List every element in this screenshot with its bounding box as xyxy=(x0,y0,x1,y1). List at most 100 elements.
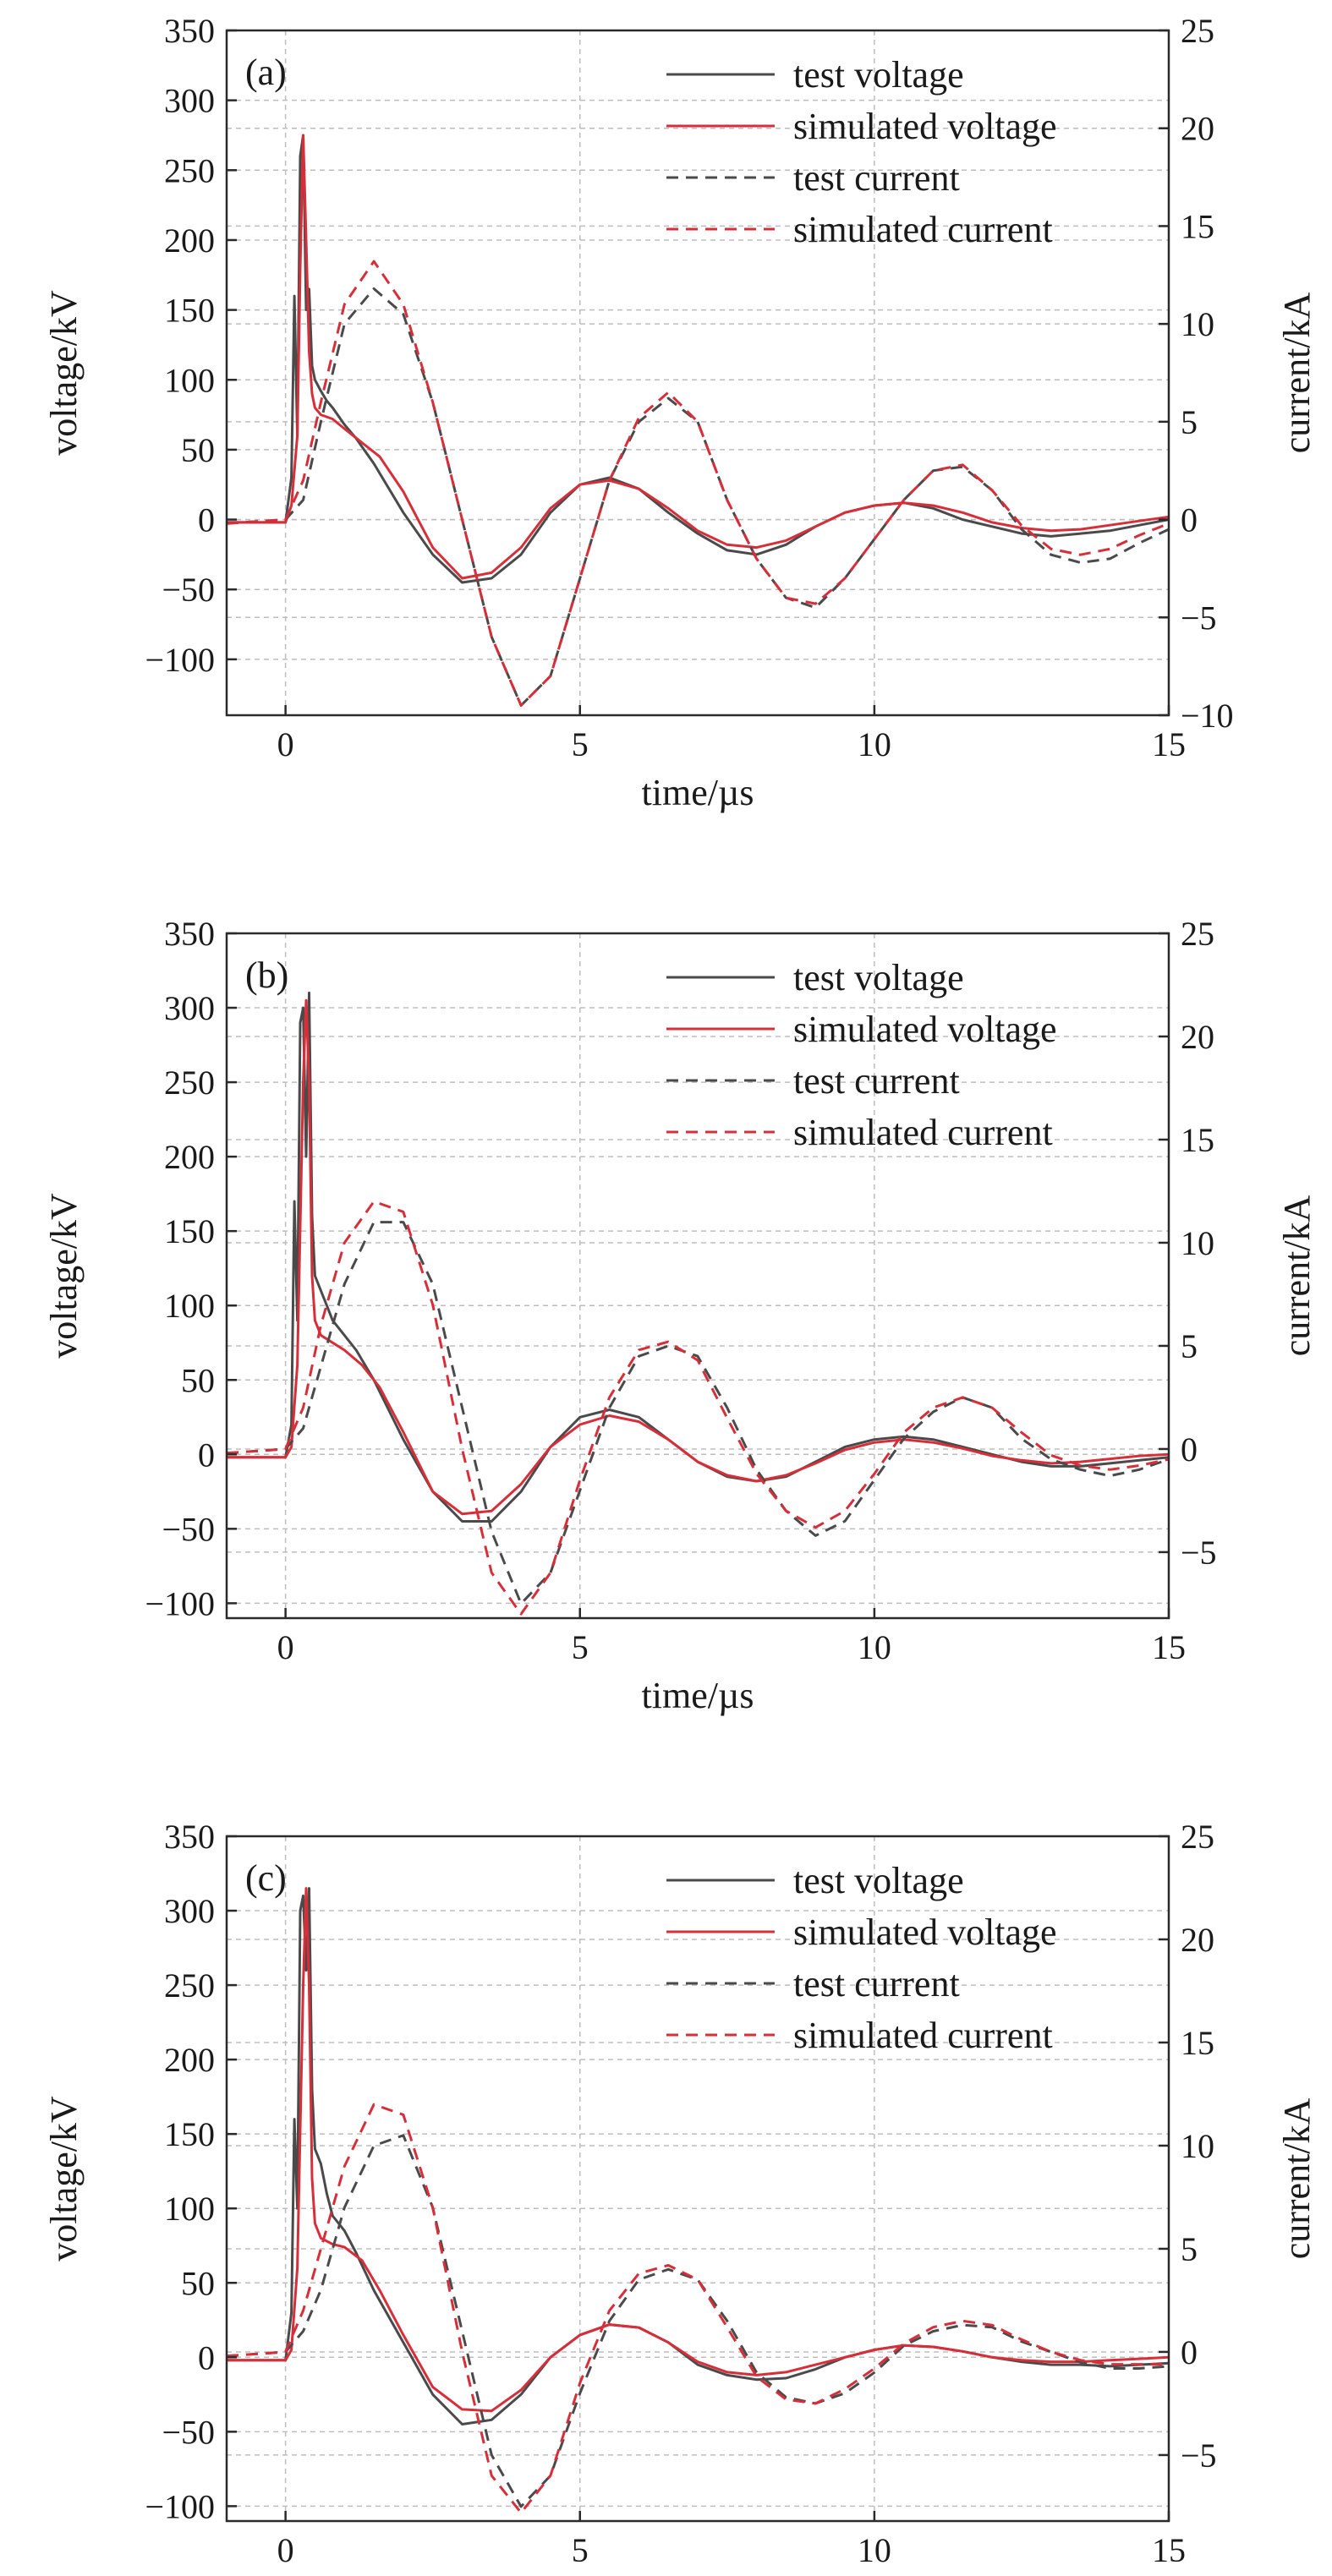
y-tick-label: 300 xyxy=(164,989,215,1027)
legend-entry: simulated voltage xyxy=(793,106,1057,147)
plot-frame xyxy=(225,932,1170,1620)
y2-tick-label: 25 xyxy=(1181,915,1214,953)
legend-entry: simulated voltage xyxy=(793,1009,1057,1050)
y-tick-label: 100 xyxy=(164,1287,215,1325)
y2-tick-label: 15 xyxy=(1181,2024,1214,2062)
y2-tick-label: 10 xyxy=(1181,1224,1214,1262)
y-tick-label: 350 xyxy=(164,915,215,953)
series-line-test-current xyxy=(227,287,1169,707)
y-tick-label: 100 xyxy=(164,2190,215,2228)
x-tick-label: 15 xyxy=(1152,2531,1186,2569)
y-tick-label: 250 xyxy=(164,1064,215,1102)
series-group xyxy=(227,991,1169,1616)
chart-panel-c: 0 5 10 15−100−50050100150200250300350−50510… xyxy=(43,1818,1318,2569)
y-tick-label: 100 xyxy=(164,361,215,399)
y-tick-label: 200 xyxy=(164,2041,215,2079)
series-line-simulated-voltage xyxy=(227,998,1169,1516)
series-group xyxy=(227,1887,1169,2514)
y-tick-label: 50 xyxy=(181,1361,215,1399)
legend-entry: simulated current xyxy=(793,209,1053,250)
y-tick-label: −100 xyxy=(145,2487,215,2525)
x-tick-label: 15 xyxy=(1152,725,1186,763)
y2-tick-label: 10 xyxy=(1181,305,1214,343)
x-tick-label: 5 xyxy=(572,725,589,763)
y-tick-label: 50 xyxy=(181,2264,215,2302)
x-axis-label: time/µs xyxy=(642,772,754,813)
panel-label: (c) xyxy=(245,1857,287,1899)
grid xyxy=(227,1836,1170,2521)
y-tick-label: 0 xyxy=(198,1436,215,1474)
y-axis-label: voltage/kV xyxy=(43,290,85,456)
y2-tick-label: 25 xyxy=(1181,12,1214,50)
series-line-simulated-current xyxy=(227,260,1169,707)
series-line-simulated-current xyxy=(227,2103,1169,2514)
legend: test voltage simulated voltage test curren… xyxy=(666,1860,1057,2056)
legend: test voltage simulated voltage test curren… xyxy=(666,54,1057,250)
series-line-simulated-voltage xyxy=(227,134,1169,580)
y-tick-label: 150 xyxy=(164,292,215,330)
y2-tick-label: 20 xyxy=(1181,110,1214,148)
x-axis-label: time/µs xyxy=(642,1675,754,1716)
y-tick-label: −50 xyxy=(162,2413,215,2451)
y-tick-label: 300 xyxy=(164,82,215,120)
y-tick-label: −50 xyxy=(162,1510,215,1548)
y-tick-label: 300 xyxy=(164,1892,215,1930)
chart-panel-a: 0 5 10 15−100−50050100150200250300350−10−50… xyxy=(43,12,1318,813)
y2-tick-label: 5 xyxy=(1181,2230,1198,2268)
legend-entry: test current xyxy=(793,1963,960,2004)
y-tick-label: 350 xyxy=(164,12,215,50)
y2-tick-label: 10 xyxy=(1181,2127,1214,2165)
legend-entry: test voltage xyxy=(793,1860,964,1901)
y2-tick-label: 15 xyxy=(1181,1121,1214,1159)
y2-tick-label: 0 xyxy=(1181,2333,1198,2371)
legend-entry: test voltage xyxy=(793,957,964,998)
series-line-test-voltage xyxy=(227,134,1169,584)
y-tick-label: 250 xyxy=(164,151,215,189)
y2-tick-label: −5 xyxy=(1181,2437,1217,2475)
y-tick-label: 200 xyxy=(164,222,215,260)
y2-tick-label: 25 xyxy=(1181,1818,1214,1856)
y-tick-label: 50 xyxy=(181,431,215,469)
legend-entry: simulated current xyxy=(793,1112,1053,1153)
x-tick-label: 10 xyxy=(858,725,891,763)
y2-tick-label: −5 xyxy=(1181,1534,1217,1572)
y2-tick-label: 20 xyxy=(1181,1921,1214,1959)
x-tick-label: 0 xyxy=(277,725,294,763)
y-tick-label: −100 xyxy=(145,641,215,679)
y-tick-label: 0 xyxy=(198,501,215,539)
legend-entry: simulated current xyxy=(793,2015,1053,2056)
series-group xyxy=(227,134,1169,707)
y2-tick-label: −10 xyxy=(1181,697,1234,735)
y-tick-label: 150 xyxy=(164,2115,215,2153)
series-line-simulated-current xyxy=(227,1200,1169,1616)
y2-tick-label: −5 xyxy=(1181,599,1217,637)
panel-label: (b) xyxy=(245,954,288,996)
plot-frame xyxy=(225,1835,1170,2523)
y-tick-label: 250 xyxy=(164,1966,215,2004)
y2-tick-label: 15 xyxy=(1181,207,1214,245)
series-line-simulated-voltage xyxy=(227,1887,1169,2413)
legend-entry: test current xyxy=(793,157,960,199)
x-tick-label: 0 xyxy=(277,1628,294,1666)
y2-tick-label: 20 xyxy=(1181,1018,1214,1056)
y2-axis-label: current/kA xyxy=(1276,1195,1318,1356)
chart-panel-b: 0 5 10 15−100−50050100150200250300350−50510… xyxy=(43,915,1318,1716)
panel-label: (a) xyxy=(245,52,287,93)
legend: test voltage simulated voltage test curren… xyxy=(666,957,1057,1153)
x-tick-label: 10 xyxy=(858,1628,891,1666)
legend-entry: test current xyxy=(793,1060,960,1102)
y2-axis-label: current/kA xyxy=(1276,292,1318,453)
y-tick-label: −100 xyxy=(145,1584,215,1622)
y2-tick-label: 0 xyxy=(1181,501,1198,539)
x-tick-label: 5 xyxy=(572,2531,589,2569)
x-tick-label: 0 xyxy=(277,2531,294,2569)
y2-tick-label: 0 xyxy=(1181,1430,1198,1468)
series-line-test-current xyxy=(227,1221,1169,1605)
y-axis-label: voltage/kV xyxy=(43,1193,85,1359)
y-tick-label: −50 xyxy=(162,571,215,609)
legend-entry: simulated voltage xyxy=(793,1911,1057,1953)
series-line-test-voltage xyxy=(227,991,1169,1523)
x-tick-label: 15 xyxy=(1152,1628,1186,1666)
